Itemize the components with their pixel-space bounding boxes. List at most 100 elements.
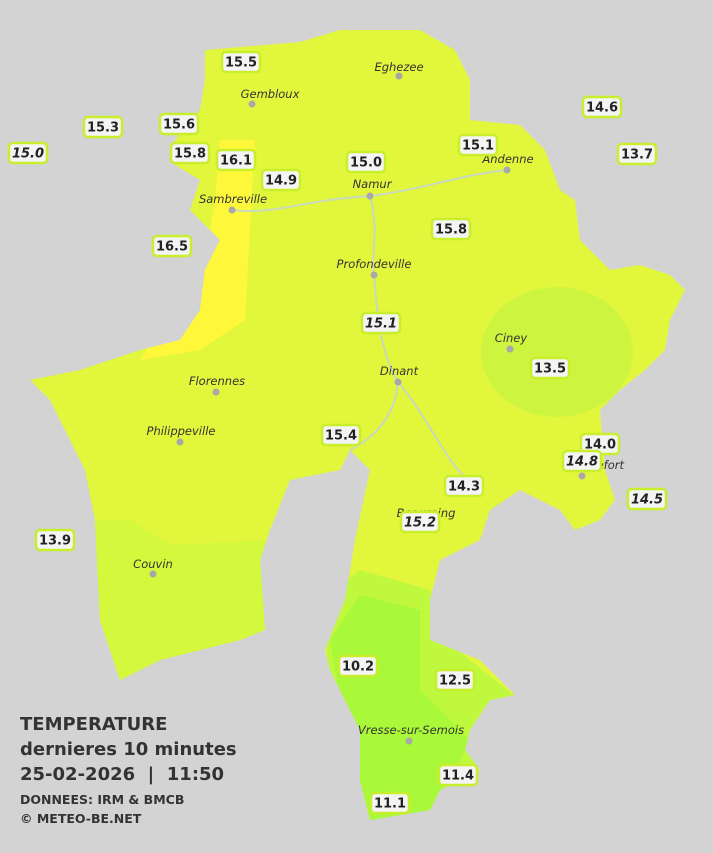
station: 13.5 — [529, 356, 571, 380]
station-value: 10.2 — [342, 660, 374, 675]
station: 15.0 — [7, 141, 49, 165]
station: 10.2 — [337, 654, 379, 678]
station-box — [169, 141, 211, 165]
station: 15.1 — [360, 311, 402, 335]
station-box — [437, 763, 479, 787]
station-box — [561, 449, 603, 473]
station-value: 16.5 — [156, 240, 188, 255]
station-value: 13.5 — [534, 362, 566, 377]
station: 15.5 — [220, 50, 262, 74]
city-dot — [395, 72, 403, 80]
station: 13.7 — [616, 142, 658, 166]
station-box — [220, 50, 262, 74]
station-box — [399, 510, 441, 534]
station-box — [34, 528, 76, 552]
station-value: 15.0 — [12, 147, 44, 162]
city-dot — [506, 345, 514, 353]
city-dot — [228, 206, 236, 214]
station: 11.1 — [369, 791, 411, 815]
city-dot — [405, 737, 413, 745]
legend-title: TEMPERATURE — [20, 714, 167, 735]
station-value: 15.2 — [404, 516, 436, 531]
city-label: Couvin — [133, 557, 173, 571]
station-value: 15.1 — [365, 317, 397, 332]
station-value: 14.3 — [448, 480, 480, 495]
station-box — [345, 150, 387, 174]
station: 13.9 — [34, 528, 76, 552]
station: 16.5 — [151, 234, 193, 258]
station-box — [369, 791, 411, 815]
legend-datetime: 25-02-2026 | 11:50 — [20, 764, 224, 785]
station: 15.8 — [430, 217, 472, 241]
station: 15.6 — [158, 112, 200, 136]
station-box — [581, 95, 623, 119]
zone — [90, 520, 280, 700]
station-value: 14.9 — [265, 174, 297, 189]
station-value: 15.1 — [462, 139, 494, 154]
station-value: 15.5 — [225, 56, 257, 71]
station-value: 16.1 — [220, 154, 252, 169]
station-value: 12.5 — [439, 674, 471, 689]
station-value: 15.6 — [163, 118, 195, 133]
station-box — [320, 423, 362, 447]
station-value: 15.8 — [174, 147, 206, 162]
city-dot — [370, 271, 378, 279]
station-value: 15.0 — [350, 156, 382, 171]
city-label: Ciney — [495, 331, 528, 345]
station-box — [260, 168, 302, 192]
city-label: Eghezee — [374, 60, 423, 74]
station-box — [434, 668, 476, 692]
station-box — [457, 133, 499, 157]
station-value: 15.8 — [435, 223, 467, 238]
city-label: Dinant — [380, 364, 419, 378]
station: 15.1 — [457, 133, 499, 157]
city-label: Vresse-sur-Semois — [358, 723, 464, 737]
stations: 15.5 15.3 15.0 15.6 15.8 16.1 14.9 15.0 15.1 14.6… — [7, 50, 668, 815]
station: 15.3 — [82, 115, 124, 139]
station-box — [215, 148, 257, 172]
station-value: 11.1 — [374, 797, 406, 812]
legend-subtitle: dernieres 10 minutes — [20, 739, 237, 760]
station: 15.4 — [320, 423, 362, 447]
city-label: Philippeville — [147, 424, 216, 438]
city-label: Namur — [353, 177, 393, 191]
legend-source: DONNEES: IRM & BMCB — [20, 792, 184, 807]
city-label: Profondeville — [337, 257, 412, 271]
zone — [140, 140, 255, 360]
city-dot — [366, 192, 374, 200]
legend-copyright: © METEO-BE.NET — [20, 811, 142, 826]
station-box — [7, 141, 49, 165]
station: 15.0 — [345, 150, 387, 174]
city-label: Gembloux — [241, 87, 300, 101]
station-box — [337, 654, 379, 678]
station: 14.3 — [443, 474, 485, 498]
station-box — [158, 112, 200, 136]
city-dot — [149, 570, 157, 578]
city-dot — [176, 438, 184, 446]
legend: TEMPERATURE dernieres 10 minutes 25-02-2… — [20, 714, 237, 826]
station-box — [616, 142, 658, 166]
station: 14.9 — [260, 168, 302, 192]
zone — [481, 287, 633, 417]
city-label: Florennes — [189, 374, 245, 388]
station-box — [443, 474, 485, 498]
city-dot — [394, 378, 402, 386]
station: 16.1 — [215, 148, 257, 172]
station-value: 14.0 — [584, 438, 616, 453]
station-value: 14.6 — [586, 101, 618, 116]
station: 15.8 — [169, 141, 211, 165]
station: 14.5 — [626, 487, 668, 511]
station: 14.6 — [581, 95, 623, 119]
station: 14.8 — [561, 449, 603, 473]
station-box — [529, 356, 571, 380]
station-value: 15.4 — [325, 429, 357, 444]
city-dot — [578, 472, 586, 480]
station-value: 15.3 — [87, 121, 119, 136]
city-dot — [503, 166, 511, 174]
station: 14.0 — [579, 432, 621, 456]
city-label: Sambreville — [199, 192, 267, 206]
station-box — [151, 234, 193, 258]
station-box — [82, 115, 124, 139]
station-value: 14.8 — [566, 455, 598, 470]
